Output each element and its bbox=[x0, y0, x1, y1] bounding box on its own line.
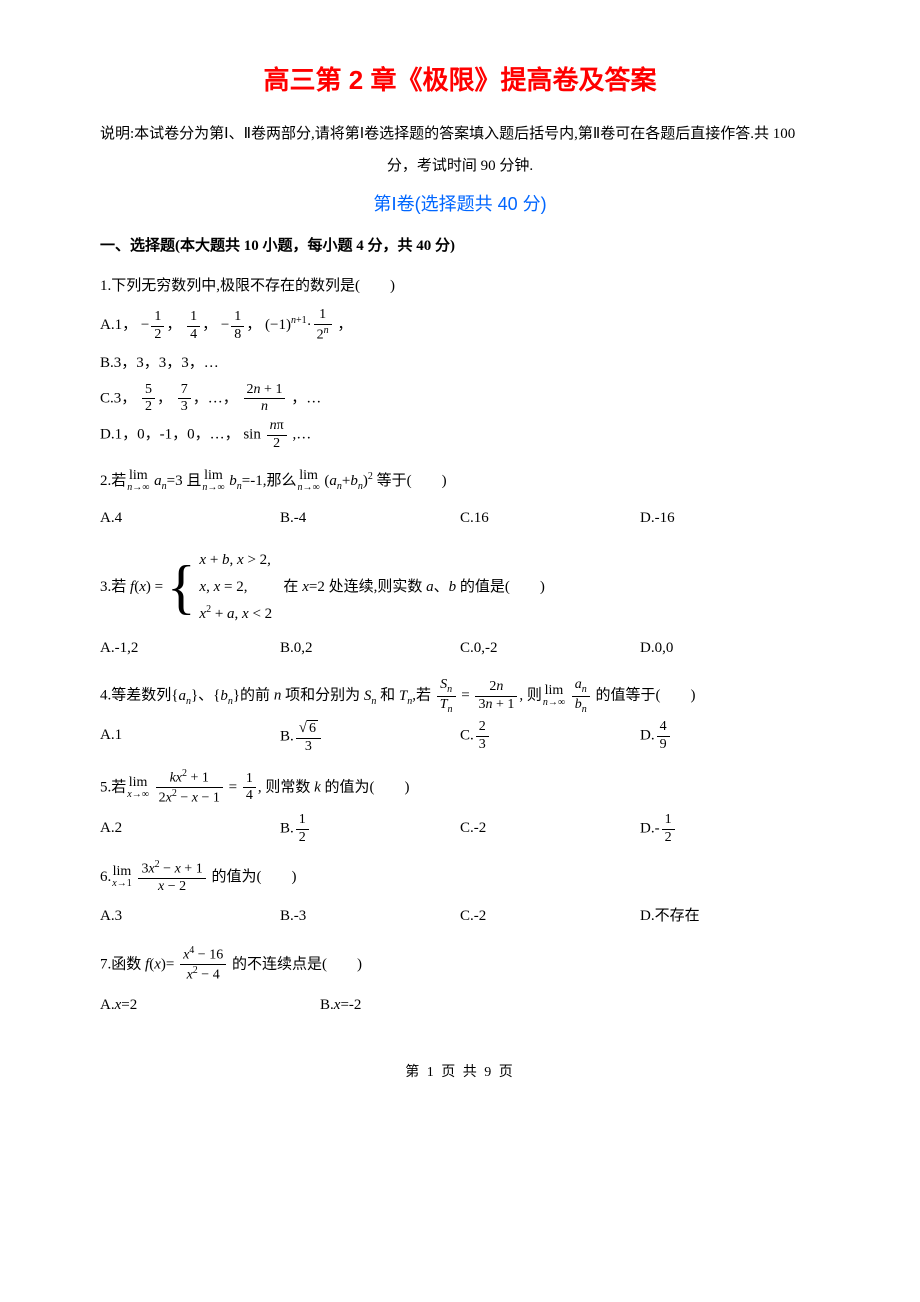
q5-option-a: A.2 bbox=[100, 812, 260, 847]
page-title: 高三第 2 章《极限》提高卷及答案 bbox=[100, 60, 820, 102]
q1a-prefix: A.1， bbox=[100, 317, 137, 333]
q3-option-b: B.0,2 bbox=[280, 632, 440, 665]
q4-option-b: B.√63 bbox=[280, 719, 440, 756]
q6-option-c: C.-2 bbox=[460, 900, 620, 933]
q2-option-c: C.16 bbox=[460, 502, 620, 535]
q1a-suffix: ， bbox=[337, 317, 352, 333]
q2-suffix: 等于( ) bbox=[377, 473, 447, 489]
page-number: 第 1 页 共 9 页 bbox=[100, 1062, 820, 1084]
q7-option-b: B.x=-2 bbox=[320, 989, 520, 1022]
q1c-prefix: C.3， bbox=[100, 390, 136, 406]
question-6: 6.limx→1 3x2 − x + 1x − 2 的值为( ) A.3 B.-… bbox=[100, 859, 820, 933]
question-1: 1.下列无穷数列中,极限不存在的数列是( ) A.1， −12， 14， −18… bbox=[100, 270, 820, 452]
q4d-prefix: D. bbox=[640, 728, 655, 744]
q2-text: 2.若limn→∞ an=3 且limn→∞ bn=-1,那么limn→∞ (a… bbox=[100, 465, 820, 498]
question-2: 2.若limn→∞ an=3 且limn→∞ bn=-1,那么limn→∞ (a… bbox=[100, 465, 820, 535]
q6-text: 6.limx→1 3x2 − x + 1x − 2 的值为( ) bbox=[100, 859, 820, 896]
q4-text: 4.等差数列{an}、{bn}的前 n 项和分别为 Sn 和 Tn,若 SnTn… bbox=[100, 677, 820, 716]
q2-option-b: B.-4 bbox=[280, 502, 440, 535]
q5-option-d: D.-12 bbox=[640, 812, 800, 847]
q1-option-c: C.3， 52， 73，…， 2n + 1n ，… bbox=[100, 382, 820, 417]
q7-suffix: 的不连续点是( ) bbox=[232, 956, 362, 972]
q4-option-c: C.23 bbox=[460, 719, 620, 756]
q2-option-d: D.-16 bbox=[640, 502, 800, 535]
q6-option-d: D.不存在 bbox=[640, 900, 800, 933]
q4b-prefix: B. bbox=[280, 729, 294, 745]
q1-option-d: D.1，0，-1，0，…， sin nπ2 ,… bbox=[100, 418, 820, 453]
question-3: 3.若 f(x) = { x + b, x > 2, x, x = 2, x2 … bbox=[100, 547, 820, 665]
q3-text: 3.若 f(x) = { x + b, x > 2, x, x = 2, x2 … bbox=[100, 547, 820, 628]
q4c-prefix: C. bbox=[460, 728, 474, 744]
q1d-suffix: ,… bbox=[292, 427, 311, 443]
q3-option-c: C.0,-2 bbox=[460, 632, 620, 665]
q5-suffix: 的值为( ) bbox=[325, 779, 410, 795]
q1-option-a: A.1， −12， 14， −18， (−1)n+1·12n ， bbox=[100, 307, 820, 344]
q1d-prefix: D.1，0，-1，0，…， bbox=[100, 427, 240, 443]
q4-option-a: A.1 bbox=[100, 719, 260, 756]
exam-description-2: 分，考试时间 90 分钟. bbox=[100, 154, 820, 178]
q3-suffix: 的值是( ) bbox=[460, 579, 545, 595]
q4-option-d: D.49 bbox=[640, 719, 800, 756]
q2-option-a: A.4 bbox=[100, 502, 260, 535]
q5d-prefix: D.- bbox=[640, 821, 660, 837]
q7-option-a: A.x=2 bbox=[100, 989, 300, 1022]
q6-suffix: 的值为( ) bbox=[211, 869, 296, 885]
section-header: 一、选择题(本大题共 10 小题，每小题 4 分，共 40 分) bbox=[100, 234, 820, 258]
q1-option-b: B.3，3，3，3，… bbox=[100, 347, 820, 380]
q1-text: 1.下列无穷数列中,极限不存在的数列是( ) bbox=[100, 270, 820, 303]
question-5: 5.若limx→∞ kx2 + 12x2 − x − 1 = 14, 则常数 k… bbox=[100, 768, 820, 847]
q5-text: 5.若limx→∞ kx2 + 12x2 − x − 1 = 14, 则常数 k… bbox=[100, 768, 820, 808]
q1c-suffix: ，… bbox=[291, 390, 321, 406]
q3-option-d: D.0,0 bbox=[640, 632, 800, 665]
q3-option-a: A.-1,2 bbox=[100, 632, 260, 665]
q5b-prefix: B. bbox=[280, 821, 294, 837]
q7-text: 7.函数 f(x)= x4 − 16x2 − 4 的不连续点是( ) bbox=[100, 945, 820, 985]
q4-suffix: 的值等于( ) bbox=[596, 688, 696, 704]
q6-option-a: A.3 bbox=[100, 900, 260, 933]
q5-option-c: C.-2 bbox=[460, 812, 620, 847]
exam-description-1: 说明:本试卷分为第Ⅰ、Ⅱ卷两部分,请将第Ⅰ卷选择题的答案填入题后括号内,第Ⅱ卷可… bbox=[100, 122, 820, 146]
q6-option-b: B.-3 bbox=[280, 900, 440, 933]
question-7: 7.函数 f(x)= x4 − 16x2 − 4 的不连续点是( ) A.x=2… bbox=[100, 945, 820, 1022]
section-title: 第Ⅰ卷(选择题共 40 分) bbox=[100, 190, 820, 219]
question-4: 4.等差数列{an}、{bn}的前 n 项和分别为 Sn 和 Tn,若 SnTn… bbox=[100, 677, 820, 756]
q5-option-b: B.12 bbox=[280, 812, 440, 847]
